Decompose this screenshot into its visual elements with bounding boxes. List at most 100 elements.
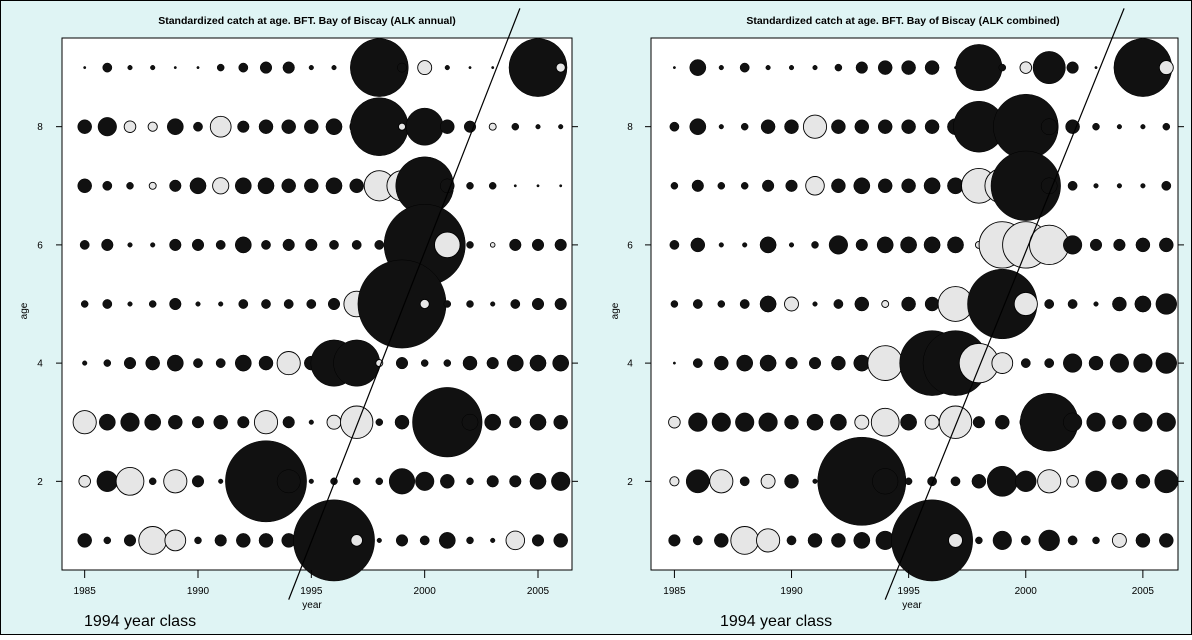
bubble-positive (718, 242, 724, 248)
bubble-positive (259, 61, 273, 74)
bubble-negative (1111, 532, 1127, 548)
bubble-positive (357, 259, 447, 349)
bubble-positive (397, 62, 407, 73)
bubble-positive (145, 355, 160, 371)
bubble-positive (282, 416, 295, 429)
bubble-positive (484, 413, 502, 431)
bubble-positive (80, 300, 89, 308)
bubble-negative (756, 528, 781, 553)
bubble-positive (830, 413, 847, 431)
bubble-positive (1063, 353, 1083, 373)
bubble-positive (1159, 533, 1174, 548)
bubble-positive (388, 468, 416, 495)
bubble-positive (77, 533, 92, 548)
bubble-positive (559, 184, 563, 188)
bubble-positive (79, 240, 90, 250)
bubble-positive (831, 119, 846, 134)
bubble-positive (82, 360, 88, 366)
bubble-positive (98, 413, 116, 431)
x-tick-label: 1985 (74, 586, 97, 597)
bubble-positive (173, 66, 177, 70)
bubble-positive (670, 182, 679, 190)
bubbles-layer (72, 38, 571, 582)
bubble-positive (717, 300, 726, 308)
bubble-positive (690, 237, 706, 253)
bubble-positive (739, 299, 750, 309)
year-class-line (884, 8, 1125, 600)
bubble-positive (123, 534, 137, 547)
bubble-positive (1112, 414, 1127, 430)
bubble-positive (986, 465, 1018, 497)
y-tick-label: 2 (627, 477, 633, 488)
x-axis-label: year (902, 600, 922, 611)
bubble-negative (419, 298, 430, 310)
bubble-positive (669, 240, 680, 250)
bubble-positive (169, 179, 182, 192)
bubble-positive (692, 358, 703, 368)
bubble-positive (1133, 412, 1153, 432)
bubble-positive (281, 178, 296, 194)
bubble-positive (191, 238, 205, 251)
bubble-positive (304, 178, 319, 194)
y-tick-label: 6 (37, 240, 43, 251)
bubble-positive (438, 532, 456, 549)
bubble-positive (282, 238, 295, 251)
x-tick-label: 1995 (300, 586, 323, 597)
bubble-negative (147, 121, 158, 132)
bubble-positive (395, 534, 409, 547)
bubble-positive (971, 474, 987, 489)
bubble-positive (509, 416, 522, 429)
x-tick-label: 2005 (1132, 586, 1155, 597)
bubble-positive (282, 61, 295, 74)
bubble-negative (668, 415, 681, 429)
bubble-positive (350, 38, 409, 97)
bubble-positive (853, 532, 871, 549)
bubble-positive (784, 119, 799, 134)
bubble-positive (490, 301, 496, 307)
bubble-positive (148, 300, 157, 308)
bubble-positive (1113, 238, 1126, 251)
bubble-positive (831, 178, 846, 194)
bubble-positive (440, 474, 455, 489)
bubble-positive (193, 358, 203, 368)
bubble-positive (923, 177, 941, 195)
bubble-positive (237, 416, 250, 429)
bubble-positive (901, 119, 916, 134)
bubble-negative (924, 414, 940, 430)
bubble-positive (415, 471, 435, 491)
bubble-positive (395, 357, 409, 370)
bubble-positive (376, 537, 382, 543)
bubble-negative (505, 530, 526, 551)
bubble-positive (812, 65, 818, 71)
bubble-positive (900, 236, 917, 254)
bubble-positive (1032, 51, 1066, 85)
bubble-positive (1015, 470, 1037, 492)
bubble-positive (466, 536, 474, 545)
bubble-negative (1029, 224, 1070, 266)
bubble-positive (169, 297, 182, 311)
bubble-negative (555, 62, 566, 73)
bubble-positive (1089, 238, 1103, 251)
x-tick-label: 1995 (898, 586, 921, 597)
bubble-positive (717, 182, 726, 190)
bubble-positive (1044, 358, 1055, 368)
bubble-positive (195, 301, 201, 307)
bubble-positive (689, 59, 707, 76)
bubble-positive (1111, 472, 1128, 490)
bubble-positive (126, 182, 134, 190)
bubble-positive (811, 241, 819, 249)
bubble-positive (855, 61, 868, 74)
bubble-positive (466, 477, 474, 486)
bubble-negative (148, 181, 157, 190)
bubble-positive (238, 62, 249, 73)
bubble-negative (1158, 60, 1174, 76)
bubble-positive (412, 387, 483, 458)
bubble-positive (333, 339, 381, 387)
bubble-positive (808, 357, 822, 370)
bubble-positive (1063, 235, 1083, 255)
bubble-positive (488, 182, 497, 190)
bubble-positive (788, 242, 795, 248)
bubble-positive (990, 150, 1061, 221)
bubble-positive (461, 413, 479, 431)
bubble-positive (854, 119, 870, 134)
